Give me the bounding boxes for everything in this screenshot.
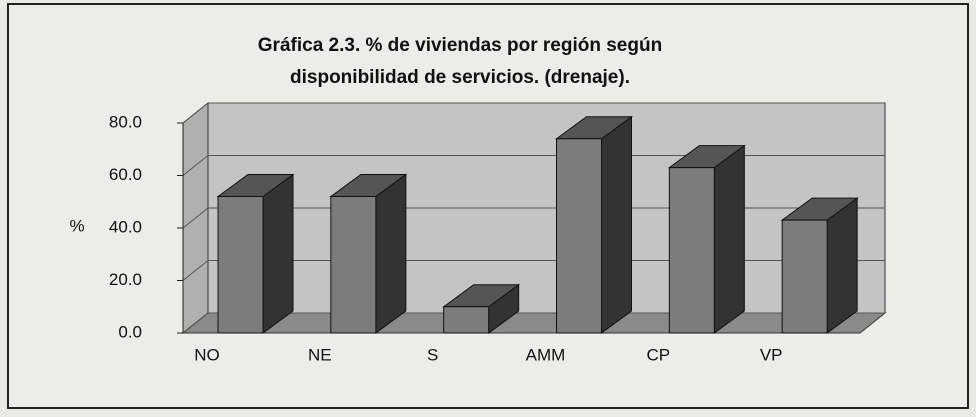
- bar-side: [262, 173, 294, 334]
- y-tick-label: 80.0: [109, 112, 142, 131]
- bar-side: [713, 144, 745, 334]
- bar: [668, 167, 715, 334]
- bar: [781, 219, 828, 334]
- bar-side: [375, 173, 407, 334]
- bar: [330, 196, 377, 334]
- x-tick-label: CP: [647, 345, 671, 364]
- bar: [443, 306, 490, 334]
- x-tick-label: AMM: [526, 345, 566, 364]
- y-axis-label: %: [69, 216, 84, 235]
- bar: [217, 196, 264, 334]
- grid-line: [182, 102, 209, 124]
- bar-side: [601, 115, 632, 334]
- x-tick-label: S: [427, 345, 438, 364]
- y-tick-label: 20.0: [109, 270, 142, 289]
- y-tick-label: 0.0: [118, 322, 142, 341]
- chart-title: disponibilidad de servicios. (drenaje).: [290, 67, 630, 88]
- chart-title: Gráfica 2.3. % de viviendas por región s…: [258, 35, 662, 56]
- x-tick-label: VP: [760, 345, 783, 364]
- grid-line: [182, 155, 209, 176]
- grid-line: [182, 312, 209, 334]
- y-tick-label: 40.0: [109, 217, 142, 236]
- bar: [556, 138, 602, 334]
- floor: [181, 312, 887, 334]
- x-tick-label: NO: [194, 345, 220, 364]
- y-tick-label: 60.0: [109, 165, 142, 184]
- grid-line: [182, 207, 209, 229]
- x-tick-label: NE: [308, 345, 332, 364]
- bar-side: [826, 197, 858, 334]
- grid-line: [182, 260, 209, 281]
